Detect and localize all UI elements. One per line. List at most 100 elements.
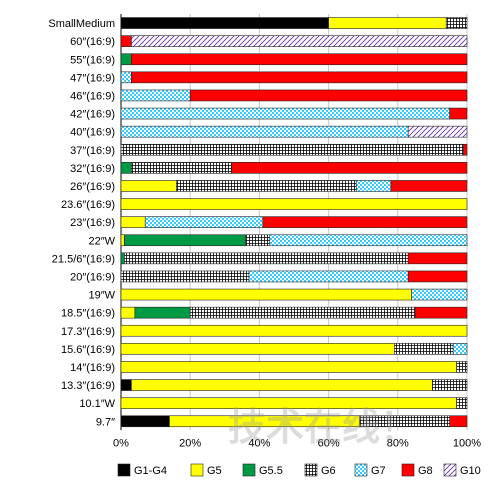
legend-swatch xyxy=(117,463,131,477)
bar-segment xyxy=(120,71,132,84)
legend-swatch xyxy=(443,463,457,477)
bar-segment xyxy=(231,162,468,174)
legend-label: G10 xyxy=(460,465,481,477)
bar-segment xyxy=(120,252,125,265)
bar-segment xyxy=(120,216,146,228)
category-label: 18.5″(16:9) xyxy=(61,308,115,320)
legend-swatch xyxy=(190,463,204,477)
x-tick-labels: 0% 20% 40% 60% 80% 100% xyxy=(113,437,481,449)
bar-segment xyxy=(134,306,191,319)
bar-segment xyxy=(120,324,468,337)
bar-segment xyxy=(131,53,468,66)
bar-segment xyxy=(269,234,468,247)
category-label: 55″(16:9) xyxy=(70,54,115,66)
bar-segment xyxy=(176,180,357,192)
bar-segment xyxy=(120,361,457,373)
bar-segment xyxy=(328,17,447,29)
bar-segment xyxy=(445,17,468,29)
category-label: SmallMedium xyxy=(48,18,115,30)
bars xyxy=(120,17,468,428)
category-label: 15.6″(16:9) xyxy=(61,344,115,356)
category-label: 22″W xyxy=(88,235,115,247)
legend-swatch xyxy=(242,463,256,477)
category-label: 10.1″W xyxy=(79,398,115,410)
category-label: 42″(16:9) xyxy=(70,109,115,121)
legend-label: G7 xyxy=(371,465,386,477)
category-label: 19″W xyxy=(88,290,115,302)
category-label: 37″(16:9) xyxy=(70,145,115,157)
legend-label: G6 xyxy=(321,465,336,477)
bar-segment xyxy=(120,180,177,192)
bar-segment xyxy=(131,379,433,391)
category-label: 9.7″ xyxy=(96,416,115,428)
category-label: 60″(16:9) xyxy=(70,36,115,48)
bar-segment xyxy=(131,71,468,84)
category-label: 46″(16:9) xyxy=(70,90,115,102)
bar-segment xyxy=(456,397,468,409)
bar-segment xyxy=(248,270,409,283)
x-tick-label: 20% xyxy=(179,437,201,449)
bar-segment xyxy=(131,162,233,174)
category-label: 47″(16:9) xyxy=(70,72,115,84)
bar-segment xyxy=(414,306,468,319)
bar-segment xyxy=(124,234,246,247)
x-tick-label: 100% xyxy=(453,437,481,449)
bar-segment xyxy=(131,35,468,47)
legend-swatch xyxy=(401,463,415,477)
category-labels: SmallMedium 60″(16:9) 55″(16:9) 47″(16:9) 46… xyxy=(48,18,115,428)
category-label: 21.5/6″(16:9) xyxy=(52,253,115,265)
bar-segment xyxy=(452,343,468,355)
bar-segment xyxy=(120,234,125,247)
bar-segment xyxy=(124,252,409,265)
bar-segment xyxy=(411,288,468,301)
x-tick-label: 0% xyxy=(113,437,129,449)
category-label: 14″(16:9) xyxy=(70,362,115,374)
category-label: 20″(16:9) xyxy=(70,271,115,283)
category-label: 32″(16:9) xyxy=(70,163,115,175)
bar-segment xyxy=(463,143,468,156)
x-tick-label: 60% xyxy=(318,437,340,449)
bar-segment xyxy=(394,343,454,355)
bar-segment xyxy=(120,107,451,120)
bar-segment xyxy=(120,143,464,156)
x-tick-label: 80% xyxy=(387,437,409,449)
bar-segment xyxy=(407,252,468,265)
legend-label: G5.5 xyxy=(259,465,283,477)
legend-swatch xyxy=(354,463,368,477)
category-label: 23″(16:9) xyxy=(70,217,115,229)
category-label: 26″(16:9) xyxy=(70,181,115,193)
bar-segment xyxy=(120,343,395,355)
bar-segment xyxy=(120,53,132,66)
bar-segment xyxy=(120,125,409,138)
bar-segment xyxy=(120,415,170,428)
bar-segment xyxy=(189,306,416,319)
bar-segment xyxy=(245,234,271,247)
legend-label: G1-G4 xyxy=(134,465,167,477)
bar-segment xyxy=(407,270,468,283)
legend-label: G5 xyxy=(207,465,222,477)
bar-segment xyxy=(432,379,468,391)
bar-segment xyxy=(120,306,136,319)
bar-segment xyxy=(144,216,264,228)
x-tick-label: 40% xyxy=(248,437,270,449)
bar-segment xyxy=(120,288,412,301)
bar-segment xyxy=(120,270,250,283)
bar-segment xyxy=(449,107,468,120)
bar-segment xyxy=(120,35,132,47)
legend-swatch xyxy=(304,463,318,477)
bar-segment xyxy=(120,198,468,210)
bar-segment xyxy=(120,17,329,29)
category-label: 13.3″(16:9) xyxy=(61,380,115,392)
bar-segment xyxy=(449,415,468,428)
bar-segment xyxy=(120,89,191,102)
bar-segment xyxy=(355,180,392,192)
bar-segment xyxy=(390,180,468,192)
category-label: 17.3″(16:9) xyxy=(61,326,115,338)
bar-segment xyxy=(120,162,132,174)
watermark: 技术在线！ xyxy=(228,407,418,449)
bar-segment xyxy=(120,379,132,391)
bar-segment xyxy=(189,89,468,102)
legend: G1-G4 G5 G5.5 G6 G7 G8 G10 xyxy=(117,463,481,477)
